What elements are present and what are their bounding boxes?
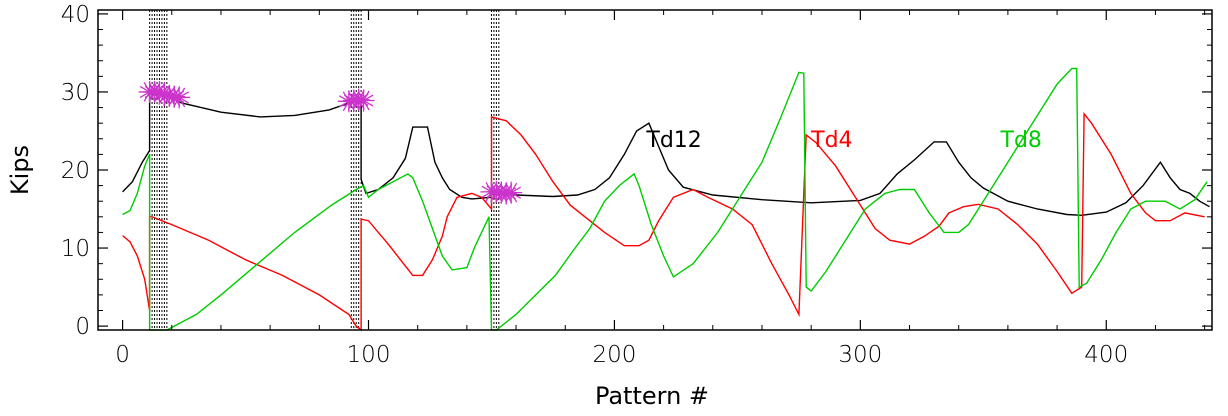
- y-tick-label: 30: [61, 80, 90, 106]
- series-line-td4: [122, 111, 1205, 332]
- plot-frame: [97, 9, 1213, 331]
- star-marker: [163, 85, 186, 108]
- series-label-td12: Td12: [645, 128, 701, 153]
- series-label-td4: Td4: [810, 128, 852, 153]
- star-marker: [500, 181, 523, 204]
- series-group: [122, 67, 1210, 332]
- y-tick-label: 40: [61, 2, 90, 28]
- tick-group: 0 100 200 300 400 0 10 20 30 40: [61, 2, 1212, 368]
- series-line-td8: [122, 67, 1208, 331]
- x-tick-label: 400: [1084, 342, 1128, 368]
- x-tick-label: 100: [347, 342, 391, 368]
- y-axis-title: Kips: [6, 145, 34, 195]
- star-marker: [168, 86, 191, 109]
- star-marker: [352, 89, 375, 112]
- x-tick-label: 200: [592, 342, 636, 368]
- star-marker-group: [138, 80, 523, 205]
- x-axis-title: Pattern #: [595, 382, 709, 410]
- x-tick-label: 0: [115, 342, 130, 368]
- series-label-td8: Td8: [1000, 128, 1042, 153]
- x-tick-label: 300: [838, 342, 882, 368]
- y-tick-label: 0: [75, 314, 90, 340]
- series-label-group: Td12 Td4 Td8: [645, 128, 1042, 153]
- series-line-td12: [122, 91, 1210, 217]
- y-tick-label: 20: [61, 158, 90, 184]
- y-tick-label: 10: [61, 236, 90, 262]
- vertical-marker-group: [149, 10, 500, 330]
